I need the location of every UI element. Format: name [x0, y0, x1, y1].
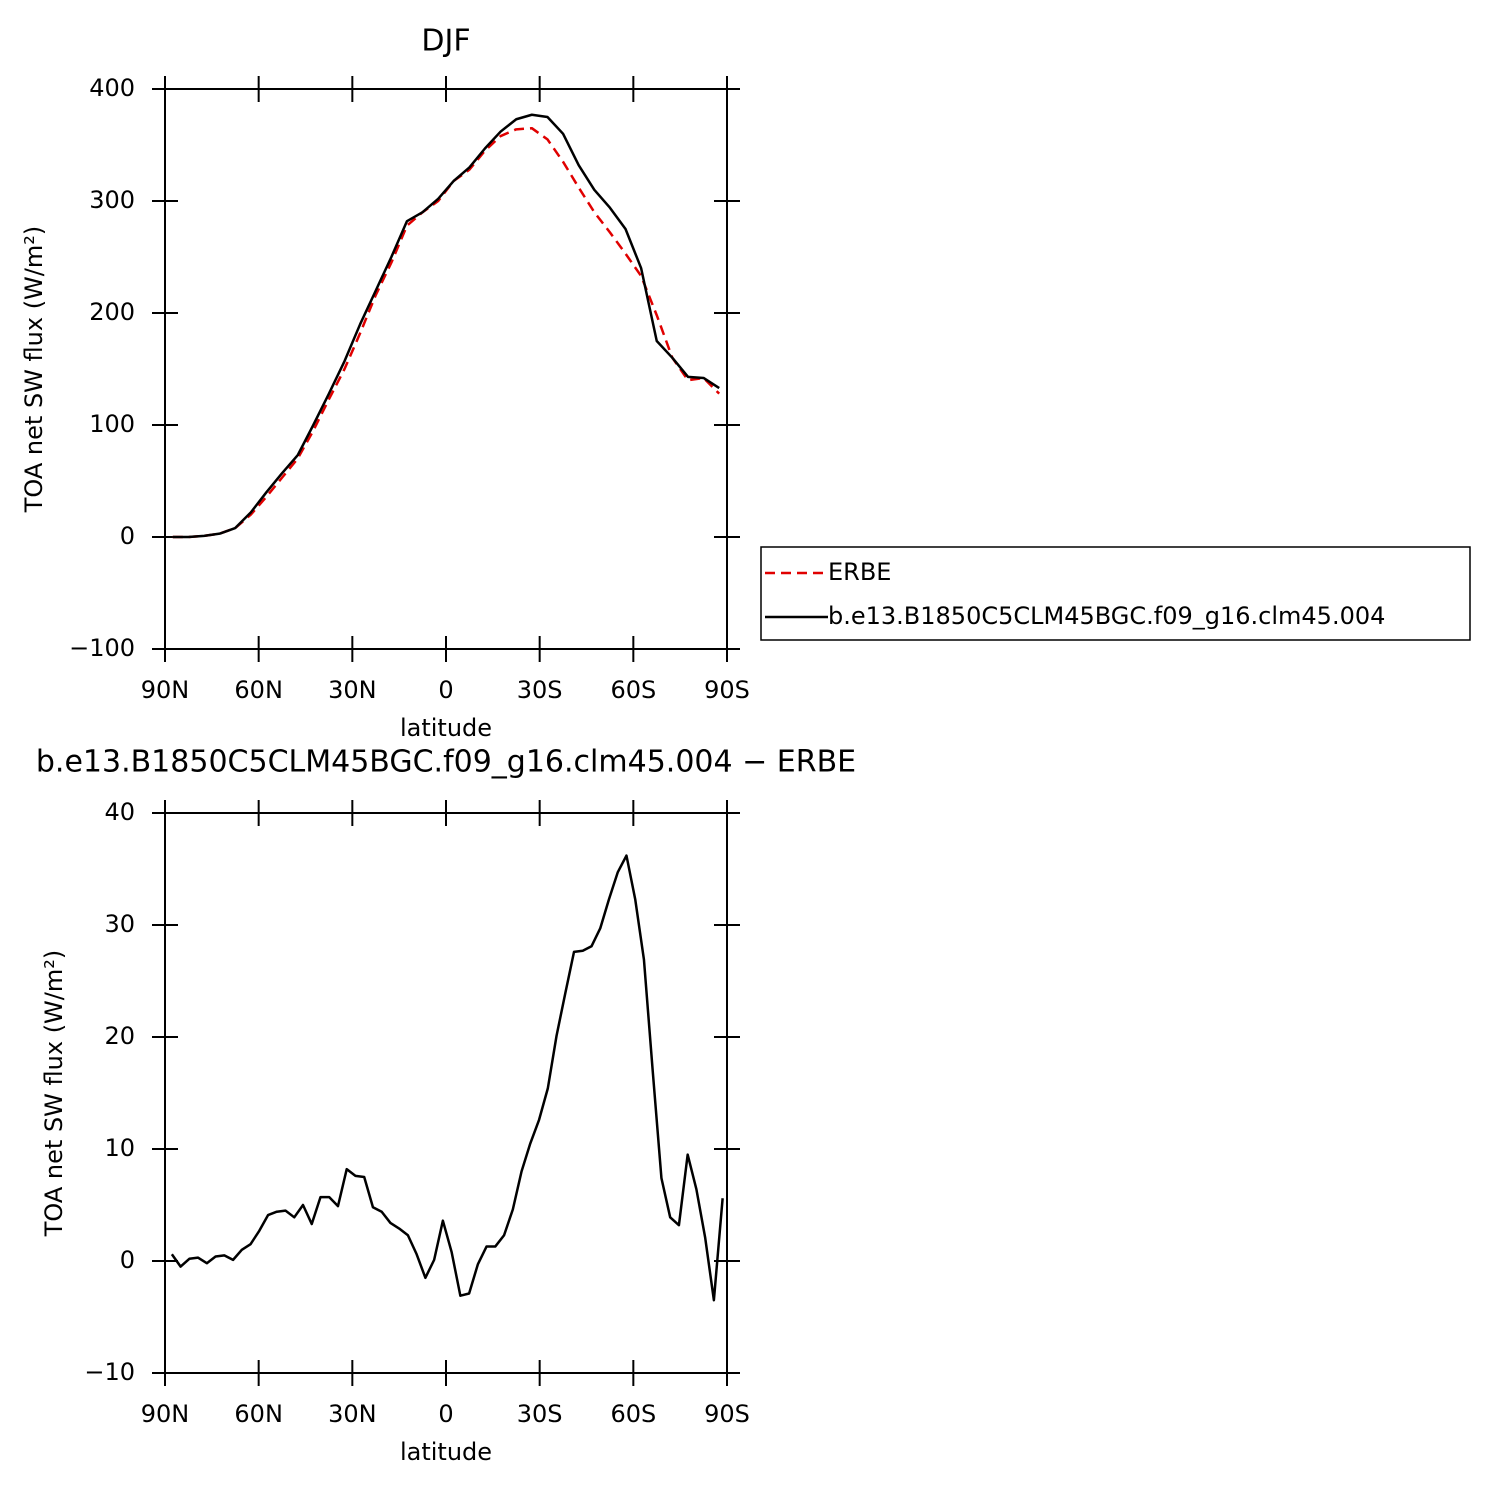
x-tick-label: 30N	[328, 676, 377, 704]
x-tick-label: 90S	[704, 1400, 750, 1428]
legend-label: ERBE	[828, 558, 891, 586]
x-tick-label: 0	[438, 676, 453, 704]
y-axis-label: TOA net SW flux (W/m²)	[40, 950, 68, 1238]
x-tick-label: 30S	[517, 1400, 563, 1428]
chart-title: b.e13.B1850C5CLM45BGC.f09_g16.clm45.004 …	[36, 745, 856, 780]
y-tick-label: −10	[84, 1358, 135, 1386]
x-tick-label: 90N	[141, 676, 190, 704]
plot-frame	[164, 88, 728, 650]
y-tick-label: −100	[69, 634, 135, 662]
y-tick-label: 300	[89, 186, 135, 214]
data-line	[172, 113, 720, 539]
y-axis-label: TOA net SW flux (W/m²)	[20, 226, 48, 514]
y-tick-label: 20	[104, 1022, 135, 1050]
y-tick-label: 200	[89, 298, 135, 326]
x-tick-label: 30N	[328, 1400, 377, 1428]
x-tick-label: 60N	[234, 1400, 283, 1428]
x-axis-label: latitude	[400, 1438, 492, 1466]
y-tick-label: 10	[104, 1134, 135, 1162]
chart-title: DJF	[421, 24, 470, 59]
legend-label: b.e13.B1850C5CLM45BGC.f09_g16.clm45.004	[828, 602, 1385, 630]
x-tick-label: 90N	[141, 1400, 190, 1428]
x-tick-label: 90S	[704, 676, 750, 704]
x-tick-label: 60S	[610, 1400, 656, 1428]
x-tick-label: 60N	[234, 676, 283, 704]
y-tick-label: 0	[120, 1246, 135, 1274]
data-line	[170, 854, 724, 1302]
y-tick-label: 30	[104, 910, 135, 938]
x-tick-label: 0	[438, 1400, 453, 1428]
plot-frame	[164, 812, 728, 1374]
x-tick-label: 30S	[517, 676, 563, 704]
y-tick-label: 100	[89, 410, 135, 438]
y-tick-label: 400	[89, 74, 135, 102]
legend-box	[760, 546, 1471, 641]
x-axis-label: latitude	[400, 714, 492, 742]
y-tick-label: 0	[120, 522, 135, 550]
x-tick-label: 60S	[610, 676, 656, 704]
y-tick-label: 40	[104, 798, 135, 826]
